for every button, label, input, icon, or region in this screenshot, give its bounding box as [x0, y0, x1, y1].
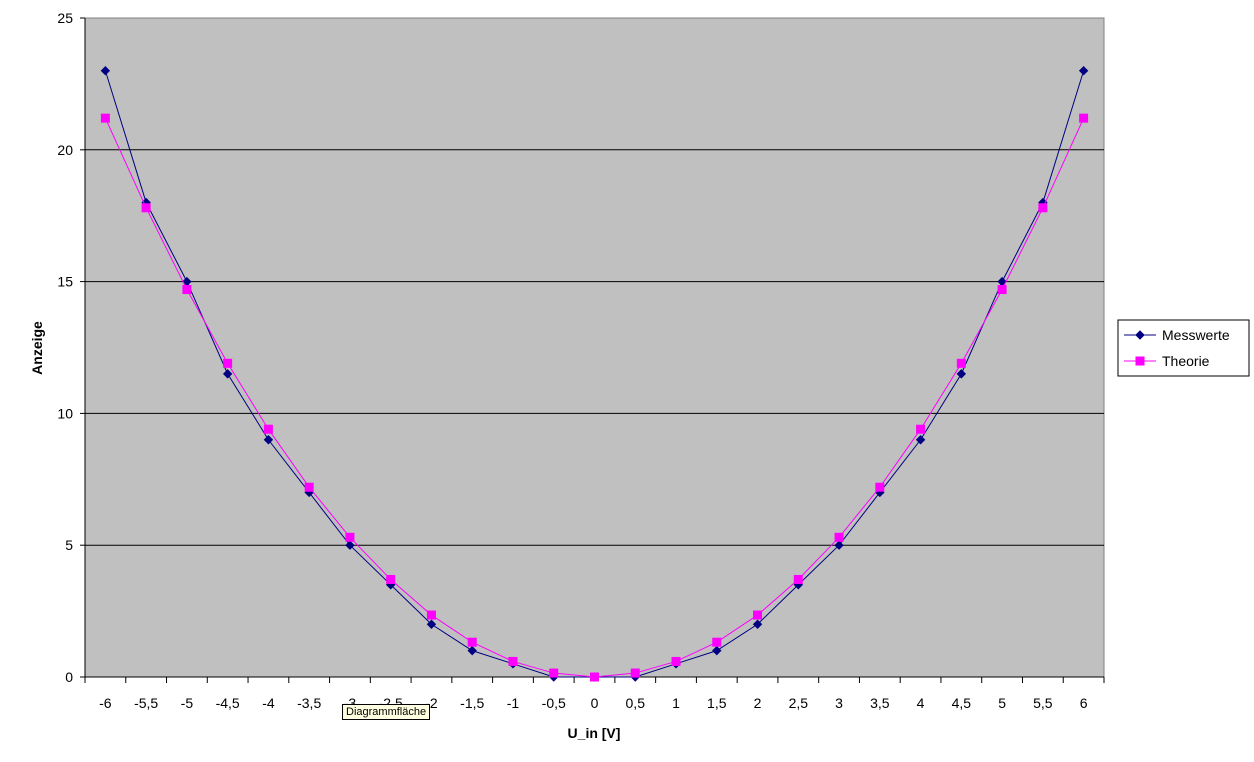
- data-point[interactable]: [1038, 203, 1048, 213]
- y-tick-label: 0: [65, 669, 73, 685]
- data-point[interactable]: [712, 645, 722, 656]
- x-tick-label: -5,5: [134, 695, 158, 711]
- data-point[interactable]: [916, 424, 926, 434]
- data-point[interactable]: [956, 358, 966, 368]
- data-point[interactable]: [100, 113, 110, 123]
- data-point[interactable]: [467, 637, 477, 647]
- x-tick-label: -5: [181, 695, 194, 711]
- data-point[interactable]: [141, 203, 151, 213]
- data-point[interactable]: [712, 637, 722, 647]
- legend-label: Theorie: [1162, 353, 1210, 369]
- x-tick-label: -6: [99, 695, 112, 711]
- data-point[interactable]: [671, 656, 681, 666]
- y-axis-title: Anzeige: [29, 321, 45, 375]
- plot-area[interactable]: [84, 17, 1105, 678]
- x-tick-label: 2: [754, 695, 762, 711]
- data-point[interactable]: [345, 540, 355, 550]
- y-tick-label: 10: [57, 405, 73, 421]
- x-tick-label: 6: [1080, 695, 1088, 711]
- data-point[interactable]: [223, 358, 233, 368]
- x-axis-title: U_in [V]: [568, 725, 621, 741]
- data-point[interactable]: [956, 369, 967, 379]
- legend-entry[interactable]: Theorie: [1124, 353, 1210, 369]
- data-point[interactable]: [508, 656, 518, 666]
- legend-label: Messwerte: [1162, 327, 1230, 343]
- x-tick-label: 4,5: [952, 695, 972, 711]
- x-tick-label: -4,5: [216, 695, 240, 711]
- grid-lines: [85, 149, 1104, 546]
- series-theorie: [100, 113, 1089, 682]
- data-point[interactable]: [263, 424, 273, 434]
- x-tick-label: 1: [672, 695, 680, 711]
- x-tick-label: 4: [917, 695, 925, 711]
- x-tick-label: 5,5: [1033, 695, 1053, 711]
- data-point[interactable]: [834, 532, 844, 542]
- data-point[interactable]: [263, 435, 274, 445]
- data-point[interactable]: [875, 482, 885, 492]
- data-point[interactable]: [753, 610, 763, 620]
- x-tick-label: 5: [998, 695, 1006, 711]
- data-point[interactable]: [793, 574, 803, 584]
- x-tick-label: -0,5: [542, 695, 566, 711]
- x-tick-label: -4: [262, 695, 275, 711]
- data-point[interactable]: [386, 574, 396, 584]
- x-axis: -6 -5,5 -5 -4,5 -4 -3,5 -3 -2,5 -2 -1,5 -1 -0,5 0 0,5…: [84, 676, 1105, 711]
- data-point[interactable]: [222, 369, 233, 379]
- legend-marker[interactable]: [1135, 356, 1145, 366]
- data-point[interactable]: [182, 285, 192, 295]
- y-tick-label: 25: [57, 10, 73, 26]
- data-point[interactable]: [997, 285, 1007, 295]
- legend-entry[interactable]: Messwerte: [1124, 327, 1230, 343]
- y-tick-label: 15: [57, 274, 73, 290]
- data-point[interactable]: [915, 435, 926, 445]
- x-tick-label: -1: [507, 695, 520, 711]
- x-tick-label: 2,5: [789, 695, 809, 711]
- x-tick-label: 3,5: [870, 695, 890, 711]
- data-point[interactable]: [467, 645, 477, 656]
- data-point[interactable]: [426, 619, 437, 629]
- data-point[interactable]: [345, 532, 355, 542]
- data-point[interactable]: [1078, 66, 1089, 76]
- x-tick-label: 1,5: [707, 695, 727, 711]
- data-point[interactable]: [752, 619, 763, 629]
- tooltip: Diagrammfläche: [342, 704, 431, 720]
- x-tick-label: -3,5: [297, 695, 321, 711]
- legend-marker[interactable]: [1135, 330, 1145, 340]
- legend-box: [1117, 319, 1250, 377]
- data-point[interactable]: [426, 610, 436, 620]
- series-layer: [100, 66, 1089, 682]
- data-point[interactable]: [304, 482, 314, 492]
- data-point[interactable]: [834, 540, 844, 550]
- x-tick-label: -1,5: [460, 695, 484, 711]
- x-tick-label: 0: [591, 695, 599, 711]
- legend[interactable]: Messwerte Theorie: [1117, 319, 1250, 377]
- data-point[interactable]: [630, 668, 640, 678]
- y-tick-label: 5: [65, 537, 73, 553]
- x-tick-label: 3: [835, 695, 843, 711]
- data-point[interactable]: [100, 66, 111, 76]
- data-point[interactable]: [1079, 113, 1089, 123]
- y-tick-label: 20: [57, 142, 73, 158]
- y-axis: 0 5 10 15 20 25: [57, 10, 86, 685]
- x-tick-label: 0,5: [626, 695, 646, 711]
- data-point[interactable]: [549, 668, 559, 678]
- data-point[interactable]: [590, 672, 599, 682]
